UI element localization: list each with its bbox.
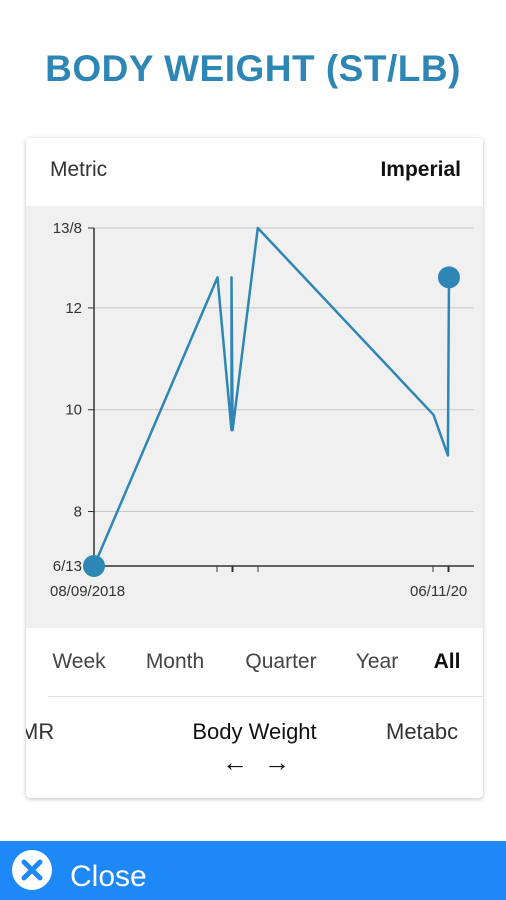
y-tick-label: 10 — [65, 402, 82, 419]
data-point-start — [83, 555, 105, 577]
range-quarter[interactable]: Quarter — [245, 650, 317, 673]
range-all[interactable]: All — [433, 650, 461, 673]
x-tick-label: 06/11/20 — [410, 583, 467, 600]
unit-imperial-option[interactable]: Imperial — [380, 158, 461, 181]
data-point-end — [437, 266, 460, 289]
chart-card: Metric Imperial 6/13 8 10 12 13/8 08/09/2018 0… — [26, 138, 483, 798]
line-chart-svg: 6/13 8 10 12 13/8 08/09/2018 06/11/20 — [50, 220, 474, 600]
x-tick-label: 08/09/2018 — [50, 583, 125, 600]
unit-metric-option[interactable]: Metric — [50, 158, 108, 181]
metric-next-label[interactable]: Metabc — [386, 719, 459, 744]
arrow-left-icon[interactable]: ← — [222, 747, 248, 777]
range-year[interactable]: Year — [355, 650, 399, 673]
close-circle-icon[interactable] — [10, 848, 54, 892]
range-month[interactable]: Month — [145, 650, 205, 673]
range-selector: Week Month Quarter Year All — [26, 628, 483, 696]
page-title: BODY WEIGHT (ST/LB) — [45, 48, 461, 89]
y-tick-label: 12 — [65, 300, 82, 317]
close-bar[interactable]: Close — [0, 841, 506, 900]
weight-chart: 6/13 8 10 12 13/8 08/09/2018 06/11/20 — [26, 206, 483, 628]
y-tick-label: 8 — [74, 504, 82, 521]
unit-toggle: Metric Imperial — [26, 138, 483, 206]
range-week[interactable]: Week — [52, 650, 106, 673]
close-button-label[interactable]: Close — [70, 860, 147, 893]
series-line — [92, 226, 451, 567]
metric-prev-label[interactable]: MR — [26, 719, 55, 744]
y-tick-label: 13/8 — [53, 220, 82, 237]
divider — [48, 696, 483, 697]
arrow-right-icon[interactable]: → — [264, 747, 290, 777]
y-tick-label: 6/13 — [53, 558, 82, 575]
metric-current-label: Body Weight — [192, 719, 317, 744]
metric-carousel: MR Body Weight Metabc ← → — [26, 697, 483, 797]
